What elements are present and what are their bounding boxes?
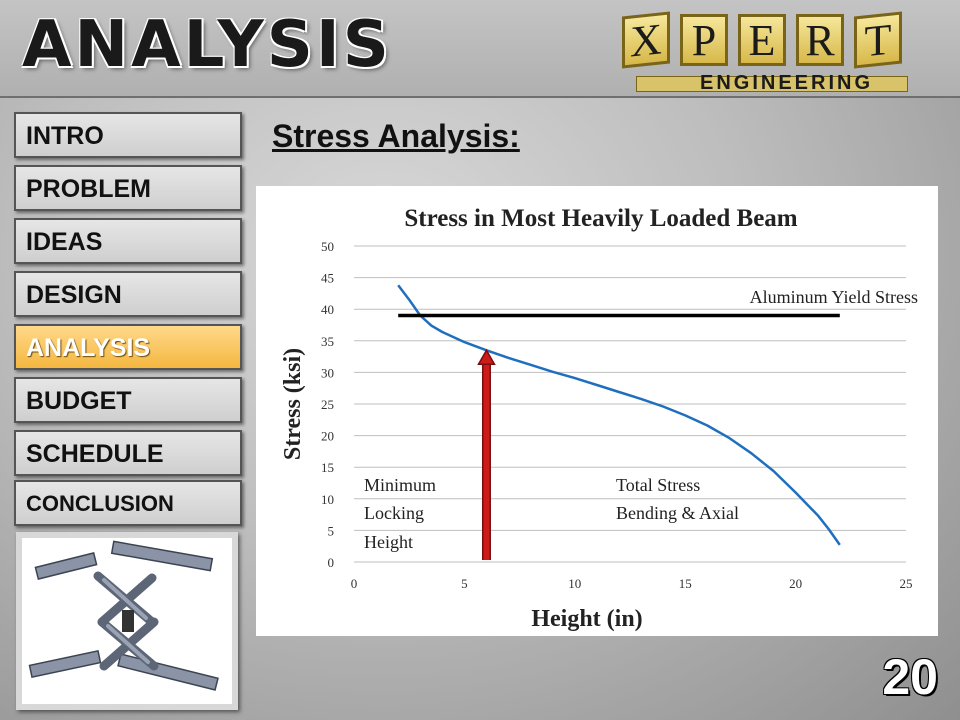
logo-bar — [636, 76, 908, 92]
chart-gridlines — [354, 245, 906, 563]
scissor-lift-illustration — [22, 538, 232, 704]
nav-item-schedule[interactable]: SCHEDULE — [14, 430, 242, 476]
stress-chart: 0 5 10 15 20 25 30 35 40 45 50 0 5 10 15 20 25 Stress i… — [256, 186, 938, 636]
y-tick-label: 50 — [321, 239, 334, 254]
nav-item-design[interactable]: DESIGN — [14, 271, 242, 317]
y-tick-label: 45 — [321, 271, 334, 286]
y-tick-label: 5 — [328, 523, 335, 538]
yield-stress-annotation: Aluminum Yield Stress — [750, 287, 918, 307]
logo-letter: P — [680, 14, 728, 66]
y-tick-label: 20 — [321, 429, 334, 444]
arrow-head — [477, 348, 496, 366]
y-axis-label: Stress (ksi) — [280, 348, 306, 460]
chart-title: Stress in Most Heavily Loaded Beam — [404, 205, 797, 232]
chart-series — [397, 284, 841, 546]
x-tick-label: 5 — [461, 576, 468, 591]
slide-title: ANALYSIS — [22, 8, 392, 82]
logo-letter: E — [738, 14, 786, 66]
x-tick-label: 15 — [679, 576, 692, 591]
scissor-lift-image — [16, 532, 238, 710]
nav-item-conclusion[interactable]: CONCLUSION — [14, 480, 242, 526]
bending-axial-label: Bending & Axial — [616, 503, 739, 523]
locking-label: Locking — [364, 503, 424, 523]
page-number: 20 — [882, 649, 938, 705]
section-heading: Stress Analysis: — [272, 118, 520, 154]
total-stress-line — [397, 284, 841, 546]
y-tick-label: 25 — [321, 397, 334, 412]
nav-item-intro[interactable]: INTRO — [14, 112, 242, 158]
header-divider — [0, 96, 960, 98]
y-tick-label: 30 — [321, 365, 334, 380]
x-tick-label: 20 — [789, 576, 802, 591]
logo-letter: T — [854, 11, 902, 69]
x-axis-label: Height (in) — [531, 606, 642, 632]
y-tick-label: 15 — [321, 460, 334, 475]
x-tick-label: 25 — [900, 576, 913, 591]
nav-item-analysis[interactable]: ANALYSIS — [14, 324, 242, 370]
nav-item-ideas[interactable]: IDEAS — [14, 218, 242, 264]
logo-subtitle: ENGINEERING — [700, 72, 874, 94]
height-label: Height — [364, 532, 413, 552]
chart-canvas: 0 5 10 15 20 25 30 35 40 45 50 0 5 10 15 20 25 Stress i… — [280, 205, 918, 632]
minimum-label: Minimum — [364, 475, 436, 495]
logo-letter: R — [796, 14, 844, 66]
logo-letter: X — [622, 11, 670, 69]
y-tick-labels: 0 5 10 15 20 25 30 35 40 45 50 — [321, 239, 334, 570]
x-tick-labels: 0 5 10 15 20 25 — [351, 576, 913, 591]
total-stress-label: Total Stress — [616, 475, 700, 495]
y-tick-label: 0 — [328, 555, 335, 570]
nav-item-budget[interactable]: BUDGET — [14, 377, 242, 423]
nav-item-problem[interactable]: PROBLEM — [14, 165, 242, 211]
x-tick-label: 0 — [351, 576, 358, 591]
x-tick-label: 10 — [568, 576, 581, 591]
locking-height-arrow — [477, 348, 496, 560]
y-tick-label: 10 — [321, 492, 334, 507]
xpert-engineering-logo: X P E R T ENGINEERING — [616, 10, 916, 94]
y-tick-label: 35 — [321, 334, 334, 349]
y-tick-label: 40 — [321, 302, 334, 317]
